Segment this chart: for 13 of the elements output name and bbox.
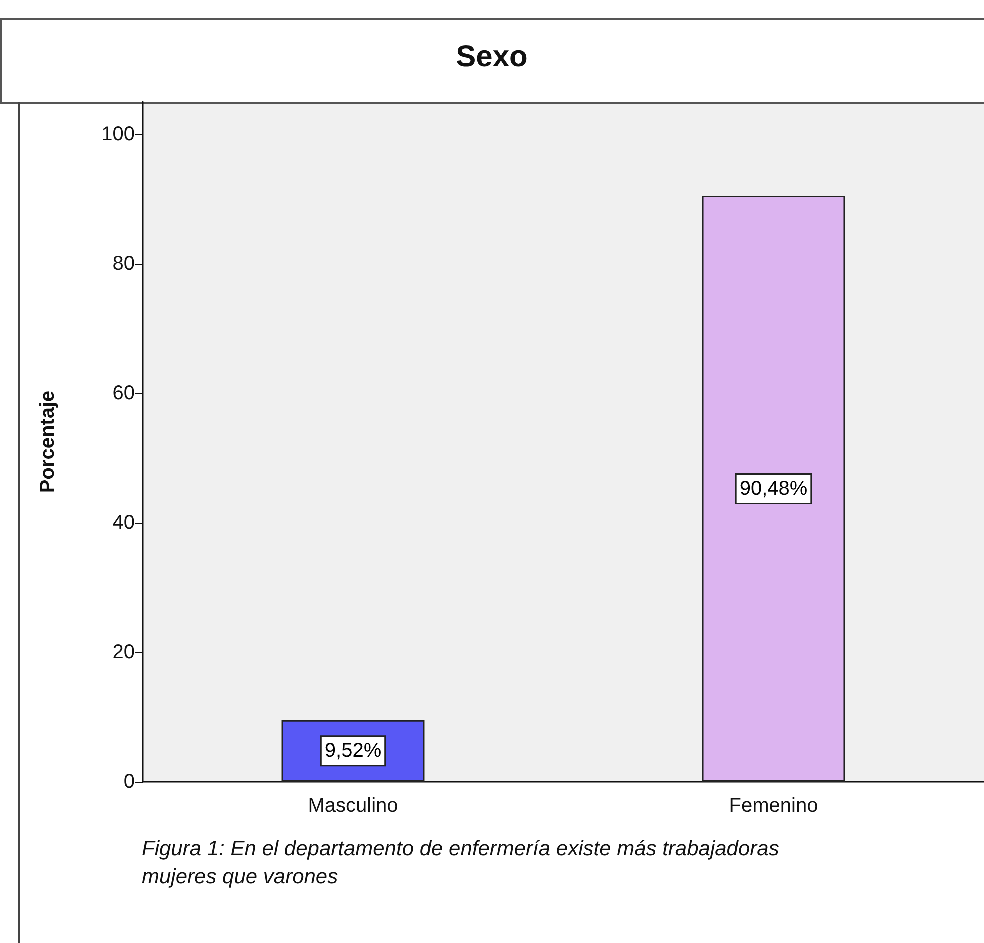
y-tick-label: 100 xyxy=(102,123,135,146)
y-tick-label: 0 xyxy=(124,771,135,793)
x-tick-label: Femenino xyxy=(729,795,818,817)
data-label: 9,52% xyxy=(324,740,382,762)
y-tick-label: 40 xyxy=(112,512,135,534)
x-tick-label: Masculino xyxy=(308,795,398,817)
y-tick-label: 20 xyxy=(112,641,135,664)
text: Figura 1: En el departamento de enfermería existe más trabajadoras mujeres que varones xyxy=(142,838,786,888)
data-label: 90,48% xyxy=(740,478,808,500)
y-tick-label: 60 xyxy=(112,382,135,404)
y-axis-title: Porcentaje xyxy=(37,390,59,494)
chart-title: Sexo xyxy=(456,40,528,74)
y-tick-label: 80 xyxy=(112,252,135,275)
